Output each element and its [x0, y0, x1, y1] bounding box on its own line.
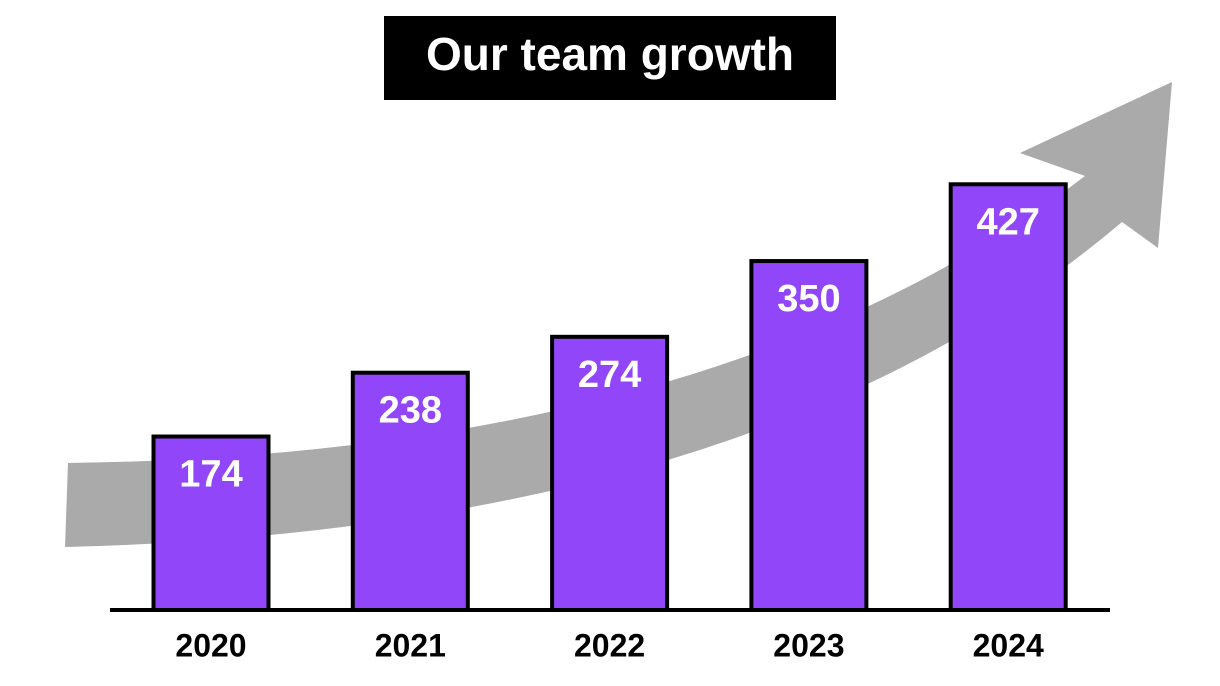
title-box — [384, 16, 836, 100]
value-label: 238 — [379, 390, 442, 432]
x-tick-label: 2021 — [375, 627, 446, 663]
bar — [550, 334, 670, 612]
x-tick-label: 2022 — [574, 627, 645, 663]
value-label: 350 — [777, 278, 840, 320]
chart-title: Our team growth — [426, 28, 794, 80]
x-tick-label: 2020 — [175, 627, 246, 663]
x-tick-label: 2023 — [773, 627, 844, 663]
value-label: 427 — [976, 201, 1039, 243]
x-tick-label: 2024 — [973, 627, 1044, 663]
bar — [948, 182, 1068, 612]
bar — [749, 259, 869, 612]
value-label: 174 — [179, 454, 242, 496]
value-label: 274 — [578, 354, 641, 396]
bars — [151, 182, 1068, 612]
bar — [151, 434, 271, 612]
